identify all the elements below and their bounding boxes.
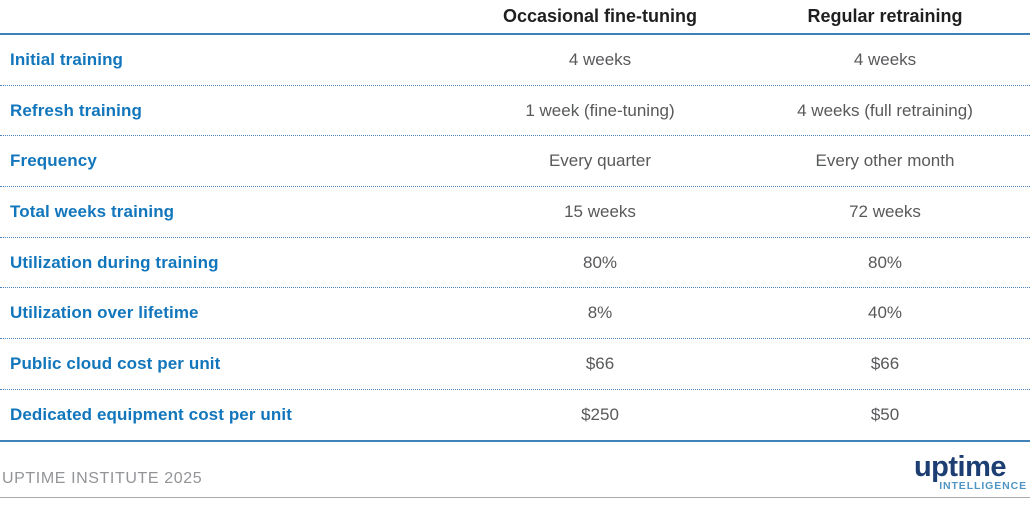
figure-footer: UPTIME INSTITUTE 2025 uptime INTELLIGENC…	[0, 442, 1030, 498]
logo-subtitle: INTELLIGENCE	[939, 479, 1027, 492]
cell-value: $66	[870, 353, 900, 373]
cell-value: $250	[581, 404, 619, 424]
row-label: Refresh training	[10, 100, 142, 120]
source-attribution: UPTIME INSTITUTE 2025	[2, 469, 203, 487]
table-row: Initial training 4 weeks 4 weeks	[0, 35, 1030, 86]
table-row: Frequency Every quarter Every other mont…	[0, 136, 1030, 188]
row-label: Utilization over lifetime	[10, 303, 199, 323]
cell-value: 1 week (fine-tuning)	[525, 100, 675, 120]
table-row: Refresh training 1 week (fine-tuning) 4 …	[0, 86, 1030, 137]
row-label: Public cloud cost per unit	[10, 353, 221, 373]
table-row: Public cloud cost per unit $66 $66	[0, 339, 1030, 390]
uptime-intelligence-logo: uptime INTELLIGENCE	[913, 450, 1030, 497]
cell-value: 72 weeks	[849, 201, 921, 221]
row-label: Utilization during training	[10, 252, 219, 272]
table-row: Total weeks training 15 weeks 72 weeks	[0, 187, 1030, 238]
table-header-row: Occasional fine-tuning Regular retrainin…	[0, 0, 1030, 35]
cell-value: 4 weeks	[568, 49, 632, 69]
cell-value: Every other month	[815, 151, 955, 171]
cell-value: 15 weeks	[564, 201, 636, 221]
cell-value: 40%	[867, 303, 903, 323]
logo-wordmark: uptime	[913, 450, 1007, 483]
cell-value: 4 weeks	[853, 49, 917, 69]
cell-value: 80%	[867, 252, 903, 272]
table-row: Dedicated equipment cost per unit $250 $…	[0, 390, 1030, 442]
row-label: Frequency	[10, 151, 97, 171]
cell-value: 4 weeks (full retraining)	[797, 100, 973, 120]
cell-value: 8%	[587, 303, 613, 323]
column-header-regular-retraining: Regular retraining	[807, 6, 963, 26]
row-label: Dedicated equipment cost per unit	[10, 404, 292, 424]
comparison-table: Occasional fine-tuning Regular retrainin…	[0, 0, 1030, 442]
cell-value: $66	[585, 353, 615, 373]
row-label: Total weeks training	[10, 201, 175, 221]
row-label: Initial training	[10, 49, 124, 69]
column-header-occasional-fine-tuning: Occasional fine-tuning	[502, 6, 698, 26]
table-row: Utilization over lifetime 8% 40%	[0, 288, 1030, 340]
cell-value: 80%	[582, 252, 618, 272]
table-row: Utilization during training 80% 80%	[0, 238, 1030, 289]
cell-value: $50	[870, 404, 900, 424]
cell-value: Every quarter	[548, 151, 652, 171]
